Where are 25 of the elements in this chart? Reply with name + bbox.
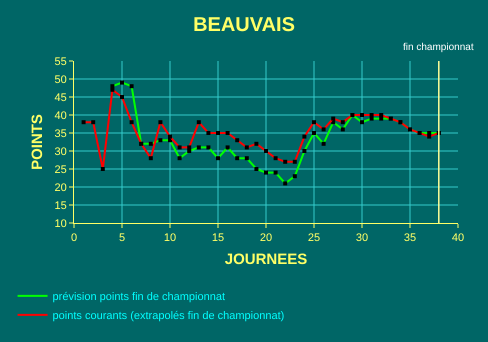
x-tick-label: 35	[404, 232, 416, 244]
x-tick-label: 15	[212, 232, 224, 244]
y-tick-label: 20	[54, 182, 67, 194]
legend-label: prévision points fin de championnat	[52, 291, 226, 304]
x-tick-label: 0	[70, 232, 78, 244]
x-tick-label: 40	[452, 232, 464, 244]
y-tick-label: 10	[54, 218, 67, 230]
x-tick-label: 20	[260, 232, 272, 244]
y-tick-label: 35	[54, 128, 67, 140]
x-tick-label: 10	[164, 232, 176, 244]
y-tick-label: 55	[54, 56, 67, 68]
x-tick-label: 5	[118, 232, 126, 244]
x-axis-title: JOURNEES	[224, 251, 308, 268]
x-tick-label: 30	[356, 232, 368, 244]
y-tick-label: 50	[54, 74, 67, 86]
y-tick-label: 15	[54, 200, 67, 212]
chart-title: BEAUVAIS	[193, 14, 295, 36]
y-tick-label: 25	[54, 164, 67, 176]
y-tick-label: 45	[54, 92, 67, 104]
x-tick-label: 25	[308, 232, 320, 244]
y-axis-title: POINTS	[28, 114, 46, 170]
ref-line-label: fin championnat	[403, 42, 474, 53]
y-tick-label: 40	[54, 110, 67, 122]
legend-label: points courants (extrapolés fin de championnat)	[52, 310, 284, 322]
y-tick-label: 30	[54, 146, 67, 158]
